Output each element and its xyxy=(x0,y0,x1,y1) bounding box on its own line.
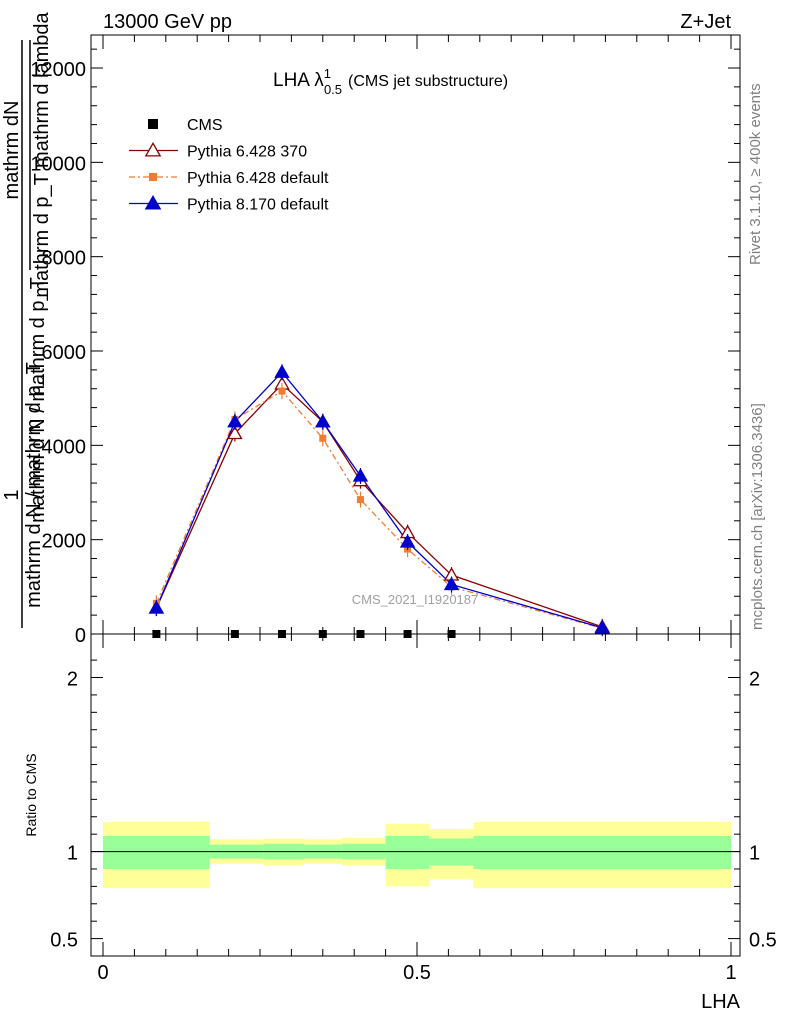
main-ytick-label: 6000 xyxy=(42,342,87,364)
point-pythia-8-170-default xyxy=(443,576,460,591)
legend-label-pythia-6-428-370: Pythia 6.428 370 xyxy=(187,144,307,161)
legend-entry-pythia-6-428-default: Pythia 6.428 default xyxy=(129,170,329,187)
ratio-ylabel: Ratio to CMS xyxy=(23,753,39,836)
point-pythia-8-170-default xyxy=(315,413,331,428)
ratio-ytick-label-right: 1 xyxy=(749,843,760,865)
main-ytick-label: 10000 xyxy=(30,153,86,175)
xtick-label: 0.5 xyxy=(403,962,431,984)
point-pythia-8-170-default xyxy=(148,600,165,614)
main-ytick-label: 4000 xyxy=(42,436,87,458)
ylabel-denominator-c: mathrm d N / mathrm d p_T xyxy=(27,277,49,523)
legend-entry-pythia-8-170-default: Pythia 8.170 default xyxy=(129,194,329,214)
legend-marker-cms xyxy=(148,119,158,129)
ratio-ytick-label: 0.5 xyxy=(50,930,78,952)
plot-title-main: LHA λ xyxy=(273,70,324,91)
legend-label-pythia-8-170-default: Pythia 8.170 default xyxy=(187,197,329,214)
ratio-ytick-label-right: 2 xyxy=(749,669,760,691)
plot-title-sup: 1 xyxy=(324,66,331,81)
side-bottom-label: mcplots.cern.ch [arXiv:1306.3436] xyxy=(749,403,766,630)
point-pythia-6-428-370 xyxy=(227,425,243,440)
point-pythia-6-428-default xyxy=(278,387,286,395)
ylabel-denominator-a: mathrm d p_T mathrm d lambda xyxy=(31,11,53,297)
legend-label-pythia-6-428-default: Pythia 6.428 default xyxy=(187,170,329,187)
ratio-ytick-label: 2 xyxy=(67,669,78,691)
point-pythia-8-170-default xyxy=(352,468,369,482)
main-ylabel: 1 mathrm dN mathrm d p_T mathrm d lambda… xyxy=(1,11,53,628)
legend-entry-pythia-6-428-370: Pythia 6.428 370 xyxy=(129,141,307,161)
main-ytick-label: 12000 xyxy=(30,59,86,81)
legend-marker-pythia-8-170-default xyxy=(144,194,162,210)
legend-label-cms: CMS xyxy=(187,117,223,134)
series-line-pythia-8-170-default xyxy=(155,371,603,629)
watermark: CMS_2021_I1920187 xyxy=(352,592,479,607)
legend-entry-cms: CMS xyxy=(148,117,223,134)
x-axis-label: LHA xyxy=(701,991,741,1013)
point-pythia-8-170-default xyxy=(399,534,416,548)
point-pythia-8-170-default xyxy=(274,364,290,378)
ylabel-numerator: mathrm dN xyxy=(1,101,23,200)
ratio-panel-frame xyxy=(90,633,741,957)
legend-marker-pythia-6-428-default xyxy=(149,173,157,181)
series-line-pythia-6-428-370 xyxy=(155,383,603,628)
legend-marker-pythia-6-428-370 xyxy=(144,141,162,157)
ratio-bands xyxy=(103,821,731,889)
main-panel: 0 2000 4000 6000 8000 10000 12000 xyxy=(30,34,741,647)
plot-title: LHA λ1 0.5 (CMS jet substructure) xyxy=(273,66,508,97)
plot-title-sub: 0.5 xyxy=(324,82,342,97)
ratio-panel: 0.5 0.5 1 1 2 2 xyxy=(50,633,777,957)
main-ticks: 0 2000 4000 6000 8000 10000 12000 xyxy=(30,48,740,647)
xtick-label: 1 xyxy=(725,962,736,984)
legend: CMS Pythia 6.428 370 Pythia 6.428 default P… xyxy=(129,117,329,214)
ratio-band-green xyxy=(473,835,731,869)
ratio-ytick-label-right: 0.5 xyxy=(749,930,777,952)
ylabel-denominator-b: mathrm d N / mathrm d p_T xyxy=(23,362,45,608)
point-pythia-8-170-default xyxy=(227,413,243,428)
main-ytick-label: 0 xyxy=(75,625,86,647)
ratio-ytick-label: 1 xyxy=(67,843,78,865)
xtick-label: 0 xyxy=(97,962,108,984)
ratio-band-green xyxy=(103,835,210,869)
side-top-label: Rivet 3.1.10, ≥ 400k events xyxy=(747,83,764,265)
point-pythia-6-428-default xyxy=(319,434,327,442)
header-left: 13000 GeV pp xyxy=(103,11,232,33)
ylabel-one: 1 xyxy=(1,489,23,500)
x-axis-ticks: 0 0.5 1 xyxy=(97,35,737,984)
ratio-band-green xyxy=(385,835,430,869)
main-ytick-label: 8000 xyxy=(42,248,87,270)
plot-title-rest: (CMS jet substructure) xyxy=(348,73,508,90)
point-pythia-6-428-default xyxy=(356,496,364,504)
main-ytick-label: 2000 xyxy=(42,531,87,553)
header-right: Z+Jet xyxy=(680,11,731,33)
ratio-ticks: 0.5 0.5 1 1 2 2 xyxy=(50,659,777,952)
main-series-lines xyxy=(155,371,603,629)
